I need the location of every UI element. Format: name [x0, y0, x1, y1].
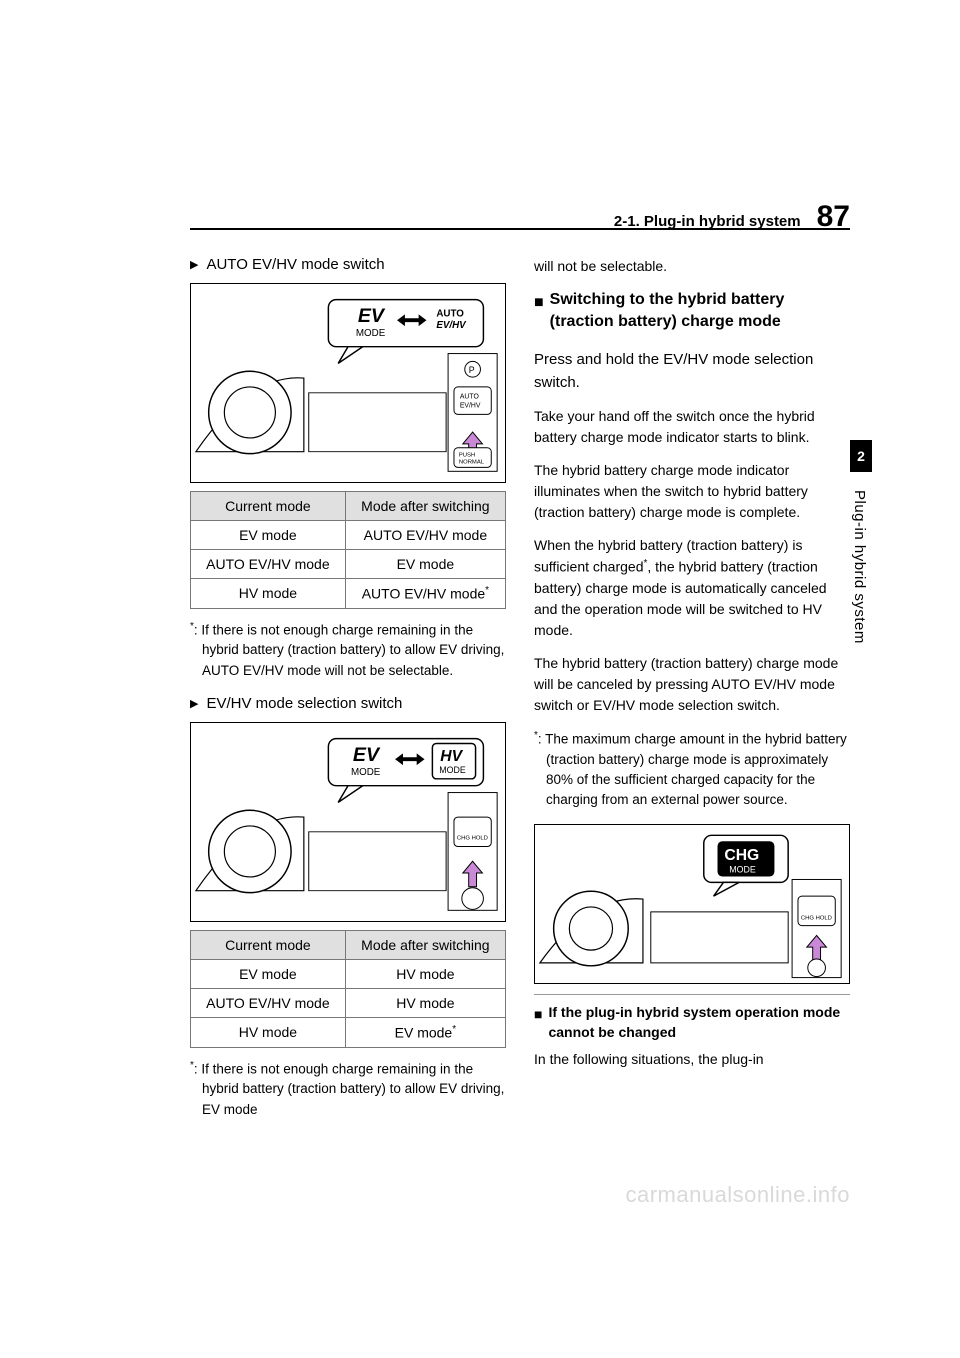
chapter-tab: 2: [850, 440, 872, 472]
footnote-right: *: The maximum charge amount in the hybr…: [534, 728, 850, 811]
para-sufficient-charged: When the hybrid battery (traction batter…: [534, 535, 850, 641]
t1-r1c1: EV mode: [345, 550, 505, 579]
btn2-l2: NORMAL: [459, 459, 485, 465]
footnote-1: *: If there is not enough charge remaini…: [190, 619, 506, 681]
header-rule: [190, 228, 850, 230]
btn2-l1: PUSH: [459, 453, 475, 459]
evhv-text: EV/HV: [436, 320, 467, 331]
heading-text: Switching to the hybrid battery (tractio…: [550, 289, 850, 334]
bullet-auto-evhv: ▶ AUTO EV/HV mode switch: [190, 256, 506, 273]
t2-h1: Mode after switching: [345, 930, 505, 959]
left-column: ▶ AUTO EV/HV mode switch EV MODE: [190, 256, 506, 1134]
t2-h0: Current mode: [191, 930, 346, 959]
chg-hold-text: CHG HOLD: [801, 916, 832, 922]
t1-r2c1: AUTO EV/HV mode*: [345, 579, 505, 609]
illustration-evhv-selection-switch: EV MODE HV MODE CHG HOLD: [190, 722, 506, 922]
right-column: will not be selectable. ■ Switching to t…: [534, 256, 850, 1134]
t2-r2c0: HV mode: [191, 1017, 346, 1047]
bullet-evhv-selection: ▶ EV/HV mode selection switch: [190, 695, 506, 712]
t2-r1c0: AUTO EV/HV mode: [191, 988, 346, 1017]
btn1-l2: EV/HV: [460, 403, 481, 410]
footnote-right-text: : The maximum charge amount in the hybri…: [538, 731, 847, 807]
ev-text: EV: [358, 305, 386, 327]
content-columns: ▶ AUTO EV/HV mode switch EV MODE: [190, 256, 850, 1134]
last-line: In the following situations, the plug-in: [534, 1049, 850, 1070]
manual-page: 2-1. Plug-in hybrid system 87 2 Plug-in …: [0, 0, 960, 1358]
t2-r2c1: EV mode*: [345, 1017, 505, 1047]
chapter-number: 2: [857, 448, 865, 464]
t1-r2c0: HV mode: [191, 579, 346, 609]
para-press-hold: Press and hold the EV/HV mode selection …: [534, 348, 850, 395]
para-indicator-illuminates: The hybrid battery charge mode indicator…: [534, 460, 850, 523]
square-icon: ■: [534, 292, 544, 334]
t1-r0c0: EV mode: [191, 521, 346, 550]
para-take-hand-off: Take your hand off the switch once the h…: [534, 406, 850, 448]
mode-table-2: Current mode Mode after switching EV mod…: [190, 930, 506, 1048]
watermark: carmanualsonline.info: [625, 1182, 850, 1208]
p-icon: P: [469, 365, 475, 375]
t2-r0c0: EV mode: [191, 959, 346, 988]
footnote2-text: : If there is not enough charge remainin…: [194, 1061, 504, 1117]
sub-heading-cannot-change: ■ If the plug-in hybrid system operation…: [534, 994, 850, 1042]
hv-mode-text: MODE: [439, 765, 466, 775]
mode-table-1: Current mode Mode after switching EV mod…: [190, 491, 506, 609]
square-icon: ■: [534, 1005, 542, 1042]
footnote-2: *: If there is not enough charge remaini…: [190, 1058, 506, 1120]
t1-h1: Mode after switching: [345, 492, 505, 521]
illustration-auto-evhv-switch: EV MODE AUTO EV/HV P AUTO EV/HV: [190, 283, 506, 483]
hv-text: HV: [440, 748, 463, 765]
para-cancel-by-pressing: The hybrid battery (traction battery) ch…: [534, 653, 850, 716]
heading-switching-charge-mode: ■ Switching to the hybrid battery (tract…: [534, 289, 850, 334]
ev-text: EV: [353, 744, 381, 766]
sub-heading-text: If the plug-in hybrid system operation m…: [548, 1003, 850, 1042]
chapter-label: Plug-in hybrid system: [851, 490, 868, 644]
continuation-line: will not be selectable.: [534, 256, 850, 277]
bullet-text: AUTO EV/HV mode switch: [206, 256, 384, 273]
t1-r1c0: AUTO EV/HV mode: [191, 550, 346, 579]
triangle-icon: ▶: [190, 258, 198, 271]
chg-hold-text: CHG HOLD: [457, 836, 488, 842]
illustration-chg-mode: CHG MODE CHG HOLD: [534, 824, 850, 984]
t2-r1c1: HV mode: [345, 988, 505, 1017]
footnote1-text: : If there is not enough charge remainin…: [194, 622, 504, 678]
mode-text: MODE: [356, 328, 386, 339]
auto-text: AUTO: [436, 308, 464, 319]
t1-h0: Current mode: [191, 492, 346, 521]
mode-text: MODE: [351, 767, 381, 778]
t1-r0c1: AUTO EV/HV mode: [345, 521, 505, 550]
chg-mode-text: MODE: [729, 865, 756, 875]
bullet-text: EV/HV mode selection switch: [206, 695, 402, 712]
chg-text: CHG: [724, 847, 759, 864]
triangle-icon: ▶: [190, 697, 198, 710]
btn1-l1: AUTO: [460, 394, 479, 401]
t2-r0c1: HV mode: [345, 959, 505, 988]
